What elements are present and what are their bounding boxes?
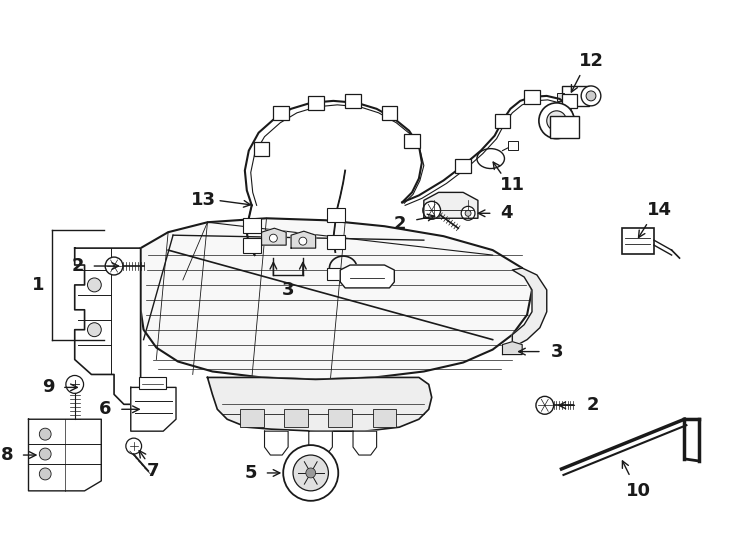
Polygon shape: [208, 377, 432, 431]
Text: 11: 11: [500, 177, 525, 194]
Text: 3: 3: [282, 281, 294, 299]
Circle shape: [465, 210, 471, 217]
Bar: [373, 409, 396, 427]
Bar: [254, 141, 269, 156]
Text: 14: 14: [647, 201, 672, 219]
Text: 7: 7: [147, 462, 159, 480]
Polygon shape: [503, 342, 522, 355]
Bar: [509, 140, 518, 150]
Circle shape: [299, 237, 307, 245]
Polygon shape: [29, 419, 101, 491]
Text: 2: 2: [71, 257, 84, 275]
Circle shape: [40, 468, 51, 480]
Bar: [550, 116, 579, 138]
Bar: [495, 114, 510, 128]
Text: 6: 6: [99, 400, 112, 418]
Circle shape: [66, 375, 84, 393]
Circle shape: [40, 428, 51, 440]
Bar: [273, 106, 289, 120]
Bar: [327, 208, 345, 222]
Text: 9: 9: [42, 379, 54, 396]
Circle shape: [293, 455, 328, 491]
Circle shape: [581, 86, 601, 106]
Circle shape: [547, 111, 567, 131]
Polygon shape: [291, 231, 316, 248]
Bar: [308, 96, 324, 110]
Circle shape: [283, 445, 338, 501]
Bar: [327, 268, 344, 280]
Circle shape: [586, 91, 596, 101]
Circle shape: [105, 257, 123, 275]
Circle shape: [269, 234, 277, 242]
Polygon shape: [75, 248, 141, 404]
Polygon shape: [341, 265, 394, 288]
Circle shape: [87, 323, 101, 336]
Polygon shape: [141, 218, 532, 380]
Bar: [240, 409, 264, 427]
Bar: [243, 238, 261, 253]
Text: 2: 2: [586, 396, 599, 414]
Bar: [556, 93, 564, 101]
Polygon shape: [261, 228, 286, 245]
Bar: [345, 94, 361, 108]
Bar: [243, 218, 261, 233]
Polygon shape: [309, 431, 333, 455]
Text: 3: 3: [550, 342, 563, 361]
Polygon shape: [424, 192, 478, 218]
Circle shape: [539, 103, 574, 139]
Circle shape: [461, 206, 475, 220]
Bar: [284, 409, 308, 427]
Polygon shape: [512, 268, 547, 348]
Text: 10: 10: [625, 482, 651, 500]
Text: 5: 5: [244, 464, 257, 482]
Bar: [455, 159, 471, 172]
Text: 12: 12: [578, 52, 603, 70]
Bar: [404, 134, 420, 147]
Bar: [139, 377, 166, 389]
Text: 2: 2: [394, 215, 407, 233]
Bar: [562, 94, 577, 108]
Circle shape: [126, 438, 142, 454]
Text: 8: 8: [1, 446, 13, 464]
Bar: [382, 106, 397, 120]
Bar: [524, 90, 540, 104]
Circle shape: [536, 396, 553, 414]
Bar: [562, 86, 589, 106]
Bar: [327, 235, 345, 249]
Circle shape: [306, 468, 316, 478]
Text: 4: 4: [500, 204, 512, 222]
Polygon shape: [353, 431, 377, 455]
Text: 1: 1: [32, 276, 45, 294]
Text: 13: 13: [191, 191, 216, 210]
Circle shape: [87, 278, 101, 292]
Bar: [328, 409, 352, 427]
Circle shape: [40, 448, 51, 460]
Ellipse shape: [477, 148, 504, 168]
Circle shape: [423, 201, 440, 219]
Polygon shape: [131, 387, 176, 431]
Polygon shape: [264, 431, 288, 455]
Bar: [622, 228, 654, 254]
